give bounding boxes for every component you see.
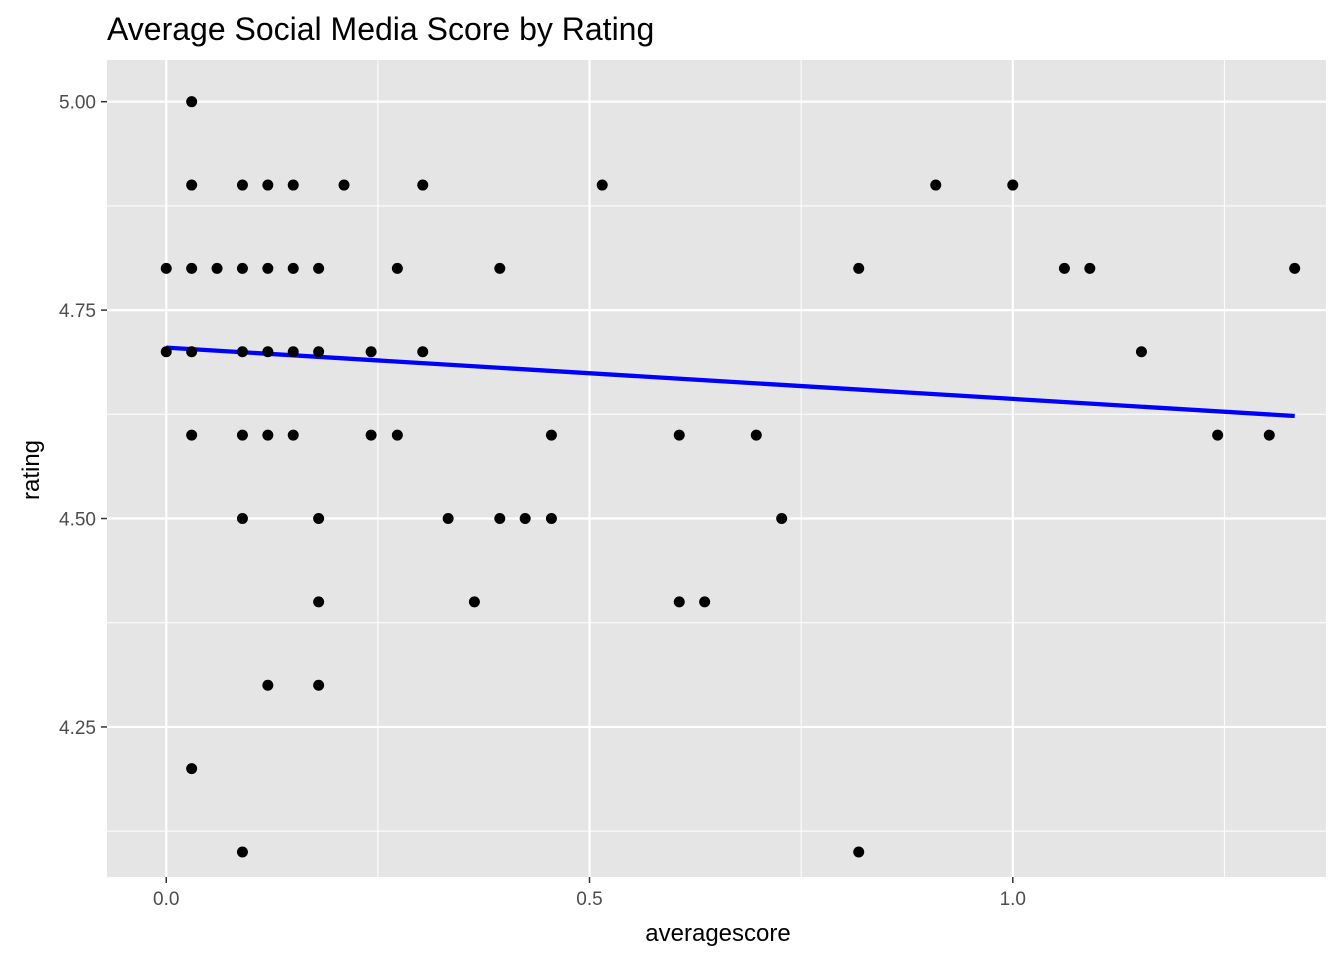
data-point [853,262,865,274]
data-point [545,429,557,441]
minor-gridlines [107,60,1326,877]
data-point [494,513,506,525]
data-point [545,513,557,525]
x-tick-label: 1.0 [1000,889,1026,910]
y-axis: 4.25 4.50 4.75 5.00 [59,93,107,739]
data-point [365,429,377,441]
y-axis-title: rating [18,440,45,500]
data-point [930,179,942,191]
y-tick-label: 4.50 [59,510,96,531]
data-point [236,179,248,191]
data-point [853,846,865,858]
major-gridlines [107,60,1326,877]
data-point [236,429,248,441]
data-point [519,513,531,525]
data-point [236,513,248,525]
data-point [442,513,454,525]
data-point [1263,429,1275,441]
data-point [313,596,325,608]
data-point [186,763,198,775]
data-point [1084,262,1096,274]
data-point [287,179,299,191]
data-point [417,179,429,191]
data-point [468,596,480,608]
data-point [262,179,274,191]
data-point [596,179,608,191]
data-point [160,262,172,274]
trend-line-layer [166,345,1295,419]
data-point [365,346,377,358]
data-point [236,846,248,858]
data-point [262,346,274,358]
x-tick-label: 0.5 [576,889,602,910]
x-tick-label: 0.0 [153,889,179,910]
data-point [262,679,274,691]
y-tick-label: 4.75 [59,301,96,322]
data-point [236,346,248,358]
data-point [287,429,299,441]
data-point [699,596,711,608]
data-point [673,429,685,441]
data-point [287,346,299,358]
data-point [186,179,198,191]
data-point [1289,262,1301,274]
data-point [186,346,198,358]
data-point [211,262,223,274]
data-point [287,262,299,274]
data-point [417,346,429,358]
data-point [186,429,198,441]
data-point [494,262,506,274]
y-tick-label: 5.00 [59,93,96,114]
data-point [1007,179,1019,191]
points-layer [160,96,1301,858]
data-point [236,262,248,274]
plot-panel [107,60,1326,877]
data-point [313,679,325,691]
data-point [391,262,403,274]
y-tick-label: 4.25 [59,718,96,739]
data-point [1212,429,1224,441]
chart-title: Average Social Media Score by Rating [107,11,654,47]
data-point [391,429,403,441]
data-point [313,262,325,274]
data-point [1058,262,1070,274]
data-point [262,262,274,274]
data-point [313,346,325,358]
data-point [160,346,172,358]
data-point [1135,346,1147,358]
trend-line [166,345,1295,419]
x-axis-title: averagescore [645,920,790,947]
data-point [776,513,788,525]
data-point [673,596,685,608]
x-axis: 0.0 0.5 1.0 [153,877,1026,910]
data-point [338,179,350,191]
data-point [313,513,325,525]
data-point [262,429,274,441]
data-point [750,429,762,441]
data-point [186,96,198,108]
data-point [186,262,198,274]
